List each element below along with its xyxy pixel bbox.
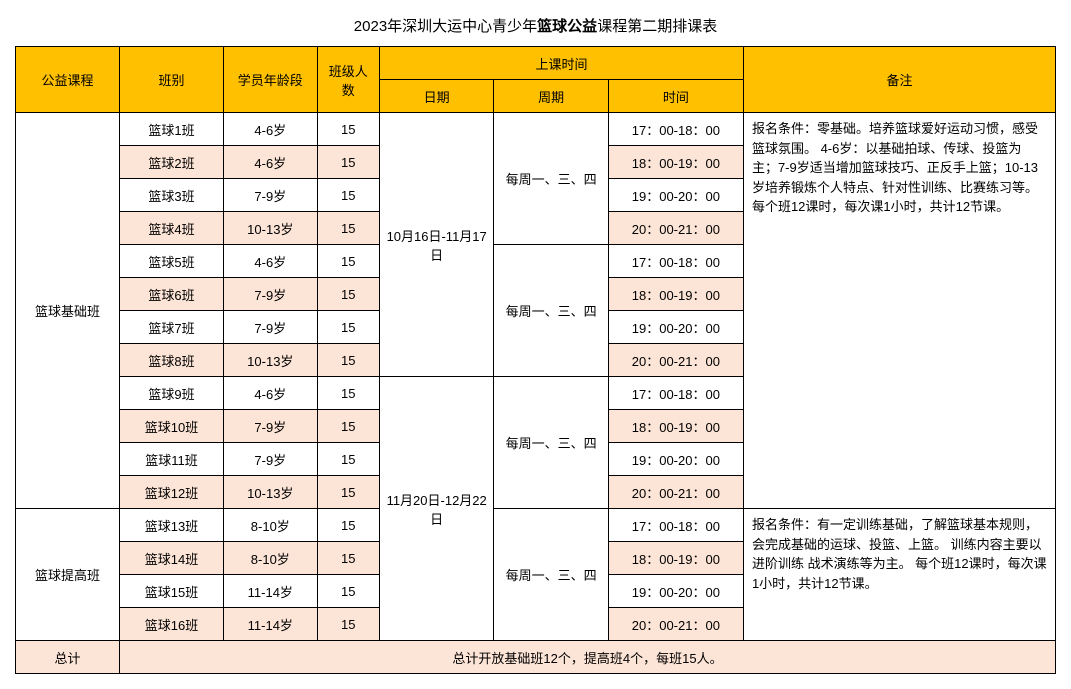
header-size: 班级人数 — [317, 47, 379, 113]
cell-class: 篮球10班 — [120, 410, 224, 443]
cell-age: 8-10岁 — [224, 509, 318, 542]
title-prefix: 2023年深圳大运中心青少年 — [354, 18, 537, 35]
cell-time: 18：00-19：00 — [608, 542, 743, 575]
cell-size: 15 — [317, 575, 379, 608]
cell-class: 篮球12班 — [120, 476, 224, 509]
cell-size: 15 — [317, 608, 379, 641]
header-age: 学员年龄段 — [224, 47, 318, 113]
cell-class: 篮球7班 — [120, 311, 224, 344]
cell-time: 18：00-19：00 — [608, 146, 743, 179]
cell-size: 15 — [317, 179, 379, 212]
cell-class: 篮球14班 — [120, 542, 224, 575]
cell-class: 篮球11班 — [120, 443, 224, 476]
cell-note-basic: 报名条件：零基础。培养篮球爱好运动习惯，感受篮球氛围。 4-6岁：以基础拍球、传… — [743, 113, 1055, 509]
cell-age: 7-9岁 — [224, 443, 318, 476]
table-row: 篮球基础班 篮球1班 4-6岁 15 10月16日-11月17日 每周一、三、四… — [16, 113, 1056, 146]
cell-time: 18：00-19：00 — [608, 410, 743, 443]
cell-time: 17：00-18：00 — [608, 113, 743, 146]
cell-time: 20：00-21：00 — [608, 476, 743, 509]
cell-age: 7-9岁 — [224, 311, 318, 344]
cell-time: 18：00-19：00 — [608, 278, 743, 311]
cell-size: 15 — [317, 278, 379, 311]
cell-size: 15 — [317, 476, 379, 509]
header-note: 备注 — [743, 47, 1055, 113]
cell-age: 7-9岁 — [224, 179, 318, 212]
cell-time: 20：00-21：00 — [608, 212, 743, 245]
cell-date-2: 11月20日-12月22日 — [379, 377, 493, 641]
header-weekday: 周期 — [494, 80, 608, 113]
cell-weekday: 每周一、三、四 — [494, 377, 608, 509]
cell-class: 篮球15班 — [120, 575, 224, 608]
cell-course-adv: 篮球提高班 — [16, 509, 120, 641]
header-time: 时间 — [608, 80, 743, 113]
cell-class: 篮球6班 — [120, 278, 224, 311]
page-title: 2023年深圳大运中心青少年篮球公益课程第二期排课表 — [15, 15, 1056, 36]
cell-size: 15 — [317, 344, 379, 377]
cell-size: 15 — [317, 377, 379, 410]
cell-size: 15 — [317, 542, 379, 575]
cell-class: 篮球3班 — [120, 179, 224, 212]
schedule-table: 公益课程 班别 学员年龄段 班级人数 上课时间 备注 日期 周期 时间 篮球基础… — [15, 46, 1056, 674]
cell-time: 17：00-18：00 — [608, 245, 743, 278]
cell-age: 7-9岁 — [224, 410, 318, 443]
cell-age: 10-13岁 — [224, 344, 318, 377]
cell-age: 11-14岁 — [224, 575, 318, 608]
cell-age: 8-10岁 — [224, 542, 318, 575]
cell-class: 篮球9班 — [120, 377, 224, 410]
cell-weekday: 每周一、三、四 — [494, 245, 608, 377]
title-bold: 篮球公益 — [537, 18, 597, 35]
header-course: 公益课程 — [16, 47, 120, 113]
cell-date-1: 10月16日-11月17日 — [379, 113, 493, 377]
header-date: 日期 — [379, 80, 493, 113]
cell-course-basic: 篮球基础班 — [16, 113, 120, 509]
cell-size: 15 — [317, 311, 379, 344]
cell-class: 篮球13班 — [120, 509, 224, 542]
cell-size: 15 — [317, 443, 379, 476]
cell-time: 19：00-20：00 — [608, 311, 743, 344]
cell-class: 篮球16班 — [120, 608, 224, 641]
cell-age: 11-14岁 — [224, 608, 318, 641]
cell-size: 15 — [317, 113, 379, 146]
cell-age: 4-6岁 — [224, 113, 318, 146]
cell-age: 4-6岁 — [224, 146, 318, 179]
cell-time: 17：00-18：00 — [608, 509, 743, 542]
title-suffix: 课程第二期排课表 — [597, 18, 717, 35]
cell-weekday: 每周一、三、四 — [494, 113, 608, 245]
cell-size: 15 — [317, 245, 379, 278]
header-time-group: 上课时间 — [379, 47, 743, 80]
cell-class: 篮球2班 — [120, 146, 224, 179]
cell-class: 篮球4班 — [120, 212, 224, 245]
cell-size: 15 — [317, 410, 379, 443]
cell-size: 15 — [317, 212, 379, 245]
cell-class: 篮球1班 — [120, 113, 224, 146]
cell-size: 15 — [317, 509, 379, 542]
cell-age: 4-6岁 — [224, 377, 318, 410]
cell-age: 10-13岁 — [224, 212, 318, 245]
cell-total-text: 总计开放基础班12个，提高班4个，每班15人。 — [120, 641, 1056, 674]
table-row-total: 总计 总计开放基础班12个，提高班4个，每班15人。 — [16, 641, 1056, 674]
cell-total-label: 总计 — [16, 641, 120, 674]
cell-time: 19：00-20：00 — [608, 179, 743, 212]
cell-age: 7-9岁 — [224, 278, 318, 311]
cell-class: 篮球8班 — [120, 344, 224, 377]
cell-note-adv: 报名条件：有一定训练基础，了解篮球基本规则，会完成基础的运球、投篮、上篮。 训练… — [743, 509, 1055, 641]
cell-class: 篮球5班 — [120, 245, 224, 278]
cell-weekday: 每周一、三、四 — [494, 509, 608, 641]
header-class: 班别 — [120, 47, 224, 113]
table-row: 篮球提高班 篮球13班 8-10岁 15 每周一、三、四 17：00-18：00… — [16, 509, 1056, 542]
cell-size: 15 — [317, 146, 379, 179]
cell-time: 19：00-20：00 — [608, 443, 743, 476]
cell-time: 19：00-20：00 — [608, 575, 743, 608]
cell-time: 17：00-18：00 — [608, 377, 743, 410]
cell-age: 10-13岁 — [224, 476, 318, 509]
cell-time: 20：00-21：00 — [608, 344, 743, 377]
cell-age: 4-6岁 — [224, 245, 318, 278]
cell-time: 20：00-21：00 — [608, 608, 743, 641]
